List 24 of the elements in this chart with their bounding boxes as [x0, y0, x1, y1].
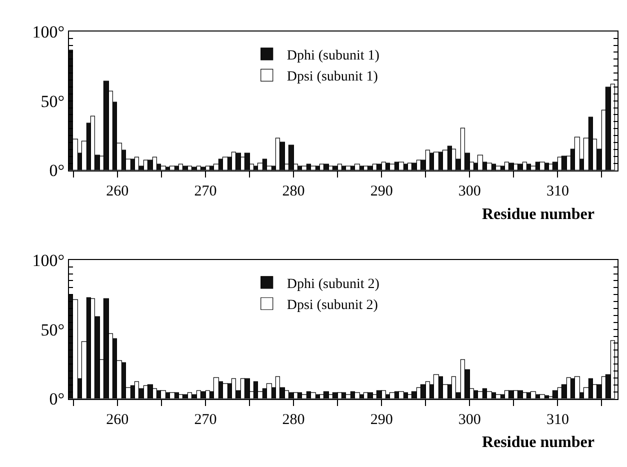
x-axis-title: Residue number: [482, 434, 594, 451]
y-tick-label: 100°: [32, 250, 65, 270]
y-tick-label: 100°: [32, 22, 65, 42]
legend-label: Dphi (subunit 1): [286, 48, 380, 64]
x-tick-label: 300: [458, 183, 481, 200]
x-tick-label: 270: [194, 412, 217, 428]
y-tick-label: 50°: [40, 320, 65, 340]
legend-label: Dpsi (subunit 2): [286, 298, 378, 314]
x-tick-label: 310: [546, 412, 569, 428]
y-tick-label: 50°: [40, 92, 65, 111]
x-tick-label: 300: [458, 412, 481, 428]
legend-label: Dphi (subunit 2): [286, 276, 380, 292]
legend-label: Dpsi (subunit 1): [286, 70, 378, 85]
x-tick-label: 310: [546, 183, 569, 200]
x-axis-title: Residue number: [482, 206, 594, 223]
y-tick-label: 0°: [49, 161, 65, 180]
x-tick-label: 280: [282, 183, 305, 200]
x-tick-label: 260: [106, 183, 129, 200]
x-tick-label: 280: [282, 412, 305, 428]
x-tick-label: 260: [106, 412, 129, 428]
x-tick-label: 290: [370, 412, 393, 428]
y-tick-label: 0°: [49, 390, 65, 409]
x-tick-label: 290: [370, 183, 393, 200]
x-tick-label: 270: [194, 183, 217, 200]
